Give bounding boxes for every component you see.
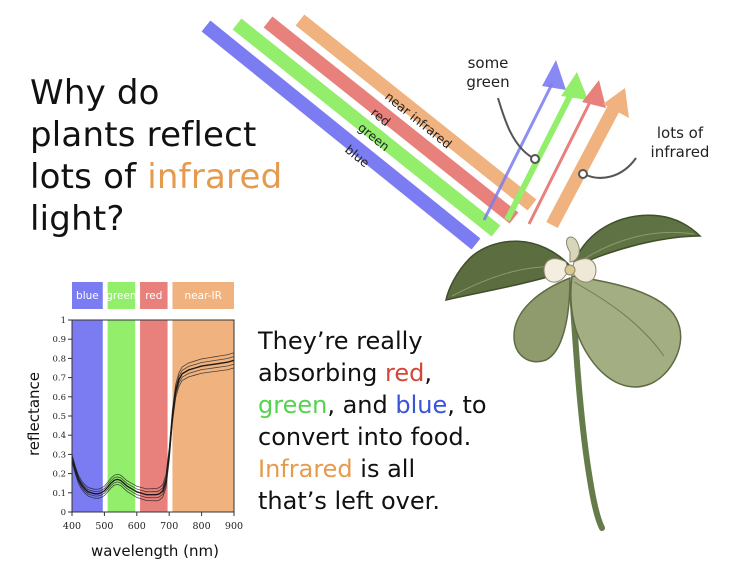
leaf-right-top	[573, 214, 702, 267]
explanation-to: , to	[447, 391, 487, 419]
flower-petal-right	[571, 258, 597, 283]
explanation-green: green	[258, 391, 328, 419]
explanation-line-4: convert into food.	[258, 423, 472, 451]
explanation-line-2: absorbing red,	[258, 357, 548, 389]
leaf-lower-left	[513, 276, 571, 363]
band-label-blue: blue	[76, 290, 99, 302]
arrowhead-green	[561, 72, 588, 100]
reflectance-curve-0-3	[71, 356, 235, 493]
x-tick-label-900: 900	[225, 521, 243, 532]
leaf-lower-vein	[573, 281, 665, 357]
title-line-2: plants reflect	[30, 115, 257, 155]
y-tick-label-0-5: 0.5	[52, 412, 66, 422]
reflectance-chart: blue green red near-IR 400 500 600 700 800 900 0 0…	[52, 282, 243, 532]
beam-blue-incoming	[201, 20, 481, 250]
band-red	[140, 320, 168, 512]
beam-red-incoming	[263, 16, 519, 224]
x-tick-label-700: 700	[160, 521, 178, 532]
page-title: Why do plants reflect lots of infrared l…	[30, 72, 330, 240]
beam-nir-reflected	[546, 100, 622, 229]
arrowhead-nir	[603, 88, 629, 118]
pointer-lots-of-infrared	[583, 157, 637, 179]
leaf-right-top-vein	[575, 231, 695, 265]
pointer-dot-some-green	[530, 154, 540, 164]
explanation-text: They’re really absorbing red, green, and…	[258, 325, 548, 517]
x-tick-label-600: 600	[128, 521, 146, 532]
y-tick-label-0-9: 0.9	[52, 335, 66, 345]
explanation-line-6: that’s left over.	[258, 487, 440, 515]
explanation-red: red	[384, 359, 425, 387]
y-tick-label-0-2: 0.2	[52, 470, 66, 480]
explanation-line-3: green, and blue, to	[258, 389, 548, 421]
explanation-infrared: Infrared	[258, 455, 353, 483]
band-header-blue	[72, 282, 103, 309]
callout-pointers	[497, 97, 637, 179]
band-label-red: red	[145, 290, 162, 302]
beam-blue-reflected	[482, 83, 554, 221]
y-tick-label-0-8: 0.8	[52, 354, 66, 364]
beam-green-incoming	[232, 18, 501, 237]
band-blue	[72, 320, 103, 512]
x-tick-label-500: 500	[95, 521, 113, 532]
band-label-green: green	[106, 290, 136, 302]
explanation-is-all: is all	[352, 455, 416, 483]
chart-frame	[71, 319, 235, 513]
arrowhead-red	[582, 80, 606, 108]
beam-nir-incoming	[295, 14, 537, 211]
band-header-near-ir	[172, 282, 234, 309]
title-highlight-infrared: infrared	[147, 157, 283, 197]
reflected-beams	[482, 60, 629, 229]
pointer-dot-lots-of-infrared	[578, 169, 588, 179]
pointer-some-green	[497, 97, 534, 159]
y-tick-label-0-4: 0.4	[52, 431, 66, 441]
x-tick-label-800: 800	[193, 521, 211, 532]
beam-red-reflected	[527, 99, 593, 225]
reflectance-curve-0-1	[71, 363, 235, 499]
arrowhead-blue	[542, 60, 566, 90]
reflectance-curve-0-4	[71, 352, 235, 490]
y-tick-label-0: 0	[61, 508, 66, 518]
plant-stem	[569, 287, 605, 531]
explanation-and: , and	[327, 391, 396, 419]
band-header-red	[140, 282, 168, 309]
chart-y-axis-title: reflectance	[25, 371, 43, 457]
leaf-left	[445, 240, 573, 301]
trillium-plant-illustration	[445, 214, 702, 531]
chart-x-axis-title: wavelength (nm)	[91, 542, 219, 560]
title-line-1: Why do	[30, 73, 160, 113]
flower-sepal	[565, 236, 580, 263]
reflectance-curve-0-0	[71, 367, 235, 502]
title-line-3: lots of infrared	[30, 156, 330, 198]
y-tick-label-0-1: 0.1	[52, 489, 66, 499]
explanation-absorbing: absorbing	[258, 359, 385, 387]
leaf-lower	[570, 275, 682, 388]
band-header-green	[107, 282, 136, 309]
band-near-ir	[172, 320, 234, 512]
callout-some-green: some green	[466, 54, 510, 91]
incoming-beams	[201, 14, 537, 250]
explanation-line-5: Infrared is all	[258, 453, 548, 485]
y-tick-label-0-7: 0.7	[52, 374, 66, 384]
y-tick-label-1: 1	[61, 316, 66, 326]
band-label-near-ir: near-IR	[185, 290, 222, 302]
explanation-line-1: They’re really	[258, 327, 423, 355]
y-tick-label-0-6: 0.6	[52, 393, 66, 403]
y-tick-label-0-3: 0.3	[52, 450, 66, 460]
reflectance-curve-0-2	[71, 359, 235, 496]
flower-petal-left	[543, 258, 569, 283]
title-line-3-prefix: lots of	[30, 157, 148, 197]
title-line-4: light?	[30, 199, 125, 239]
explanation-blue: blue	[395, 391, 448, 419]
callout-lots-of-infrared: lots of infrared	[650, 124, 710, 161]
explanation-comma: ,	[424, 359, 432, 387]
x-tick-label-400: 400	[63, 521, 81, 532]
flower-center	[564, 264, 576, 276]
